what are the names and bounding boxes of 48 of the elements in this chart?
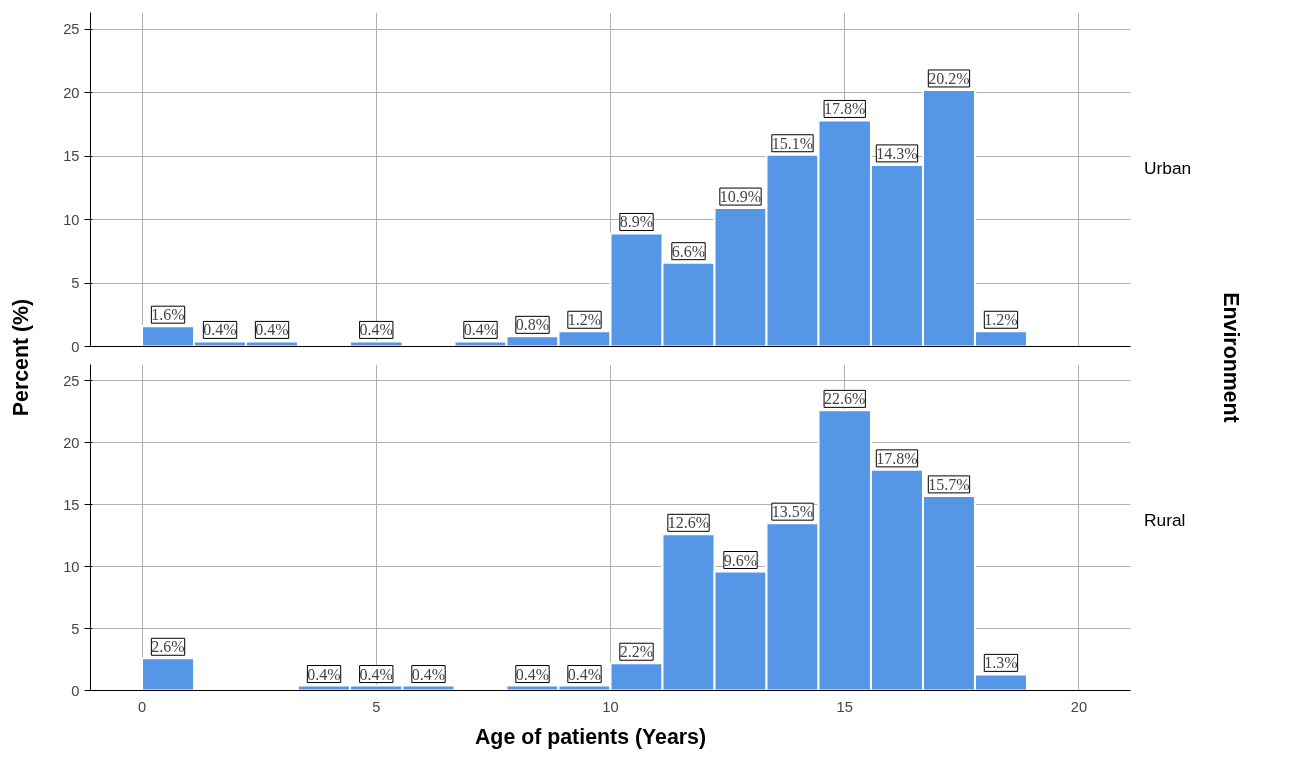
y-tick-label: 25 (63, 21, 80, 38)
data-label: 0.4% (255, 321, 289, 339)
text: Rural (1144, 509, 1186, 530)
data-label: 0.4% (411, 665, 446, 683)
data-label: 9.6% (723, 551, 758, 569)
y-tick-label: 20 (63, 434, 80, 451)
text: Urban (1144, 157, 1192, 178)
data-label: 13.5% (771, 503, 814, 521)
data-label: 2.6% (151, 638, 185, 656)
y-axis-title: Percent (%) (8, 298, 33, 417)
data-label: 1.2% (984, 311, 1018, 329)
y-tick-label: 15 (63, 148, 80, 165)
data-label: 17.8% (824, 100, 866, 118)
data-label: 0.4% (515, 665, 550, 683)
y-tick-label: 0 (71, 682, 80, 699)
x-tick-label: 15 (836, 698, 853, 715)
y-tick-label: 25 (63, 372, 80, 389)
data-label: 1.3% (984, 654, 1018, 672)
data-label: 0.4% (203, 321, 237, 339)
x-tick-label: 0 (137, 698, 147, 715)
y-tick-label: 0 (71, 338, 80, 355)
x-axis-title: Age of patients (Years) (474, 725, 707, 749)
data-label: 14.3% (876, 144, 918, 162)
y-tick-label: 15 (63, 496, 80, 513)
x-tick-label: 5 (372, 698, 381, 715)
data-label: 12.6% (667, 514, 710, 532)
data-label: 20.2% (928, 69, 970, 87)
data-label: 0.4% (463, 321, 498, 339)
data-label: 1.6% (151, 306, 185, 324)
y2-axis-title: Environment (1218, 292, 1243, 423)
data-label: 1.2% (567, 311, 602, 329)
y-tick-label: 20 (63, 84, 80, 101)
data-label: 17.8% (876, 449, 918, 467)
y-tick-label: 5 (71, 275, 80, 291)
data-label: 15.1% (771, 134, 814, 152)
x-tick-label: 20 (1070, 698, 1088, 715)
y-tick-label: 10 (63, 558, 80, 575)
data-label: 0.4% (567, 665, 602, 683)
data-label: 0.8% (515, 316, 550, 334)
data-label: 6.6% (671, 242, 706, 260)
data-label: 2.2% (619, 643, 654, 661)
data-label: 10.9% (719, 188, 762, 206)
y-tick-label: 10 (63, 211, 80, 228)
data-label: 0.4% (307, 665, 341, 683)
x-tick-label: 10 (602, 698, 619, 715)
data-label: 15.7% (928, 475, 970, 493)
y-tick-label: 5 (71, 620, 80, 637)
data-label: 8.9% (619, 213, 654, 231)
